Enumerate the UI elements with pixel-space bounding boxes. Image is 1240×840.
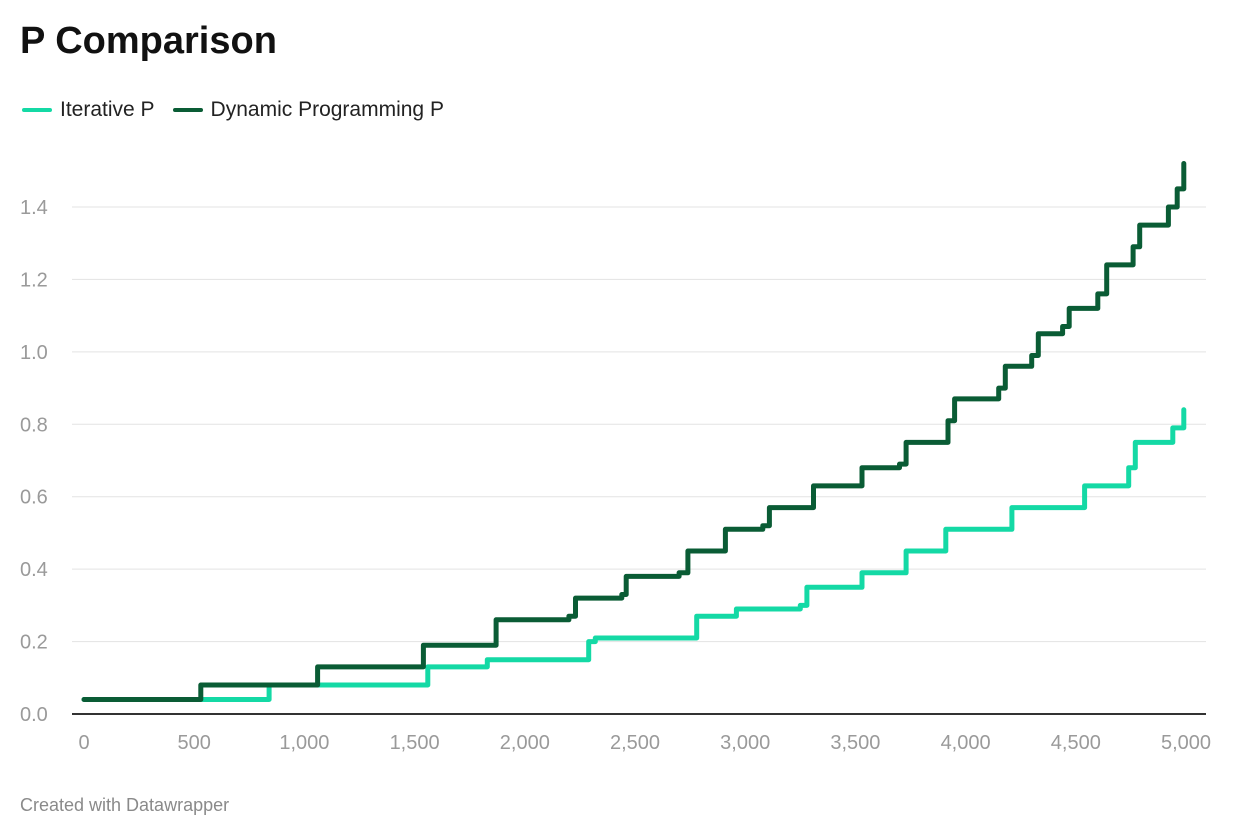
y-tick-label: 0.0 <box>20 704 48 726</box>
x-tick-label: 0 <box>78 732 89 754</box>
legend-swatch-dynamic <box>172 108 203 112</box>
x-tick-label: 1,000 <box>279 732 329 754</box>
line-chart: 0.0 0.2 0.4 0.6 0.8 1.0 1.2 1.4 0 500 1,000 1,500 2,… <box>20 161 1211 754</box>
x-tick-label: 3,000 <box>720 732 770 754</box>
legend-swatch-iterative <box>22 108 52 112</box>
x-tick-label: 4,000 <box>941 732 991 754</box>
x-tick-label: 3,500 <box>830 732 880 754</box>
series-line-iterative <box>81 407 1187 702</box>
legend-label-dynamic: Dynamic Programming P <box>210 98 444 121</box>
series-line-dynamic-programming <box>81 161 1187 702</box>
y-tick-label: 1.4 <box>20 197 48 219</box>
x-tick-label: 5,000 <box>1161 732 1211 754</box>
y-tick-label: 1.0 <box>20 342 48 364</box>
legend-label-iterative: Iterative P <box>60 98 155 121</box>
chart-legend: Iterative P Dynamic Programming P <box>22 98 462 122</box>
footer-credit: Created with Datawrapper <box>20 795 230 815</box>
chart-title: P Comparison <box>20 20 277 62</box>
y-tick-label: 0.8 <box>20 414 48 436</box>
y-tick-label: 1.2 <box>20 269 48 291</box>
y-tick-label: 0.6 <box>20 487 48 509</box>
x-tick-label: 2,500 <box>610 732 660 754</box>
x-tick-label: 1,500 <box>390 732 440 754</box>
x-tick-label: 500 <box>178 732 211 754</box>
x-tick-label: 4,500 <box>1051 732 1101 754</box>
y-tick-label: 0.2 <box>20 632 48 654</box>
y-tick-label: 0.4 <box>20 559 48 581</box>
x-tick-label: 2,000 <box>500 732 550 754</box>
legend-item-dynamic: Dynamic Programming P <box>172 98 444 122</box>
legend-item-iterative: Iterative P <box>22 98 155 122</box>
